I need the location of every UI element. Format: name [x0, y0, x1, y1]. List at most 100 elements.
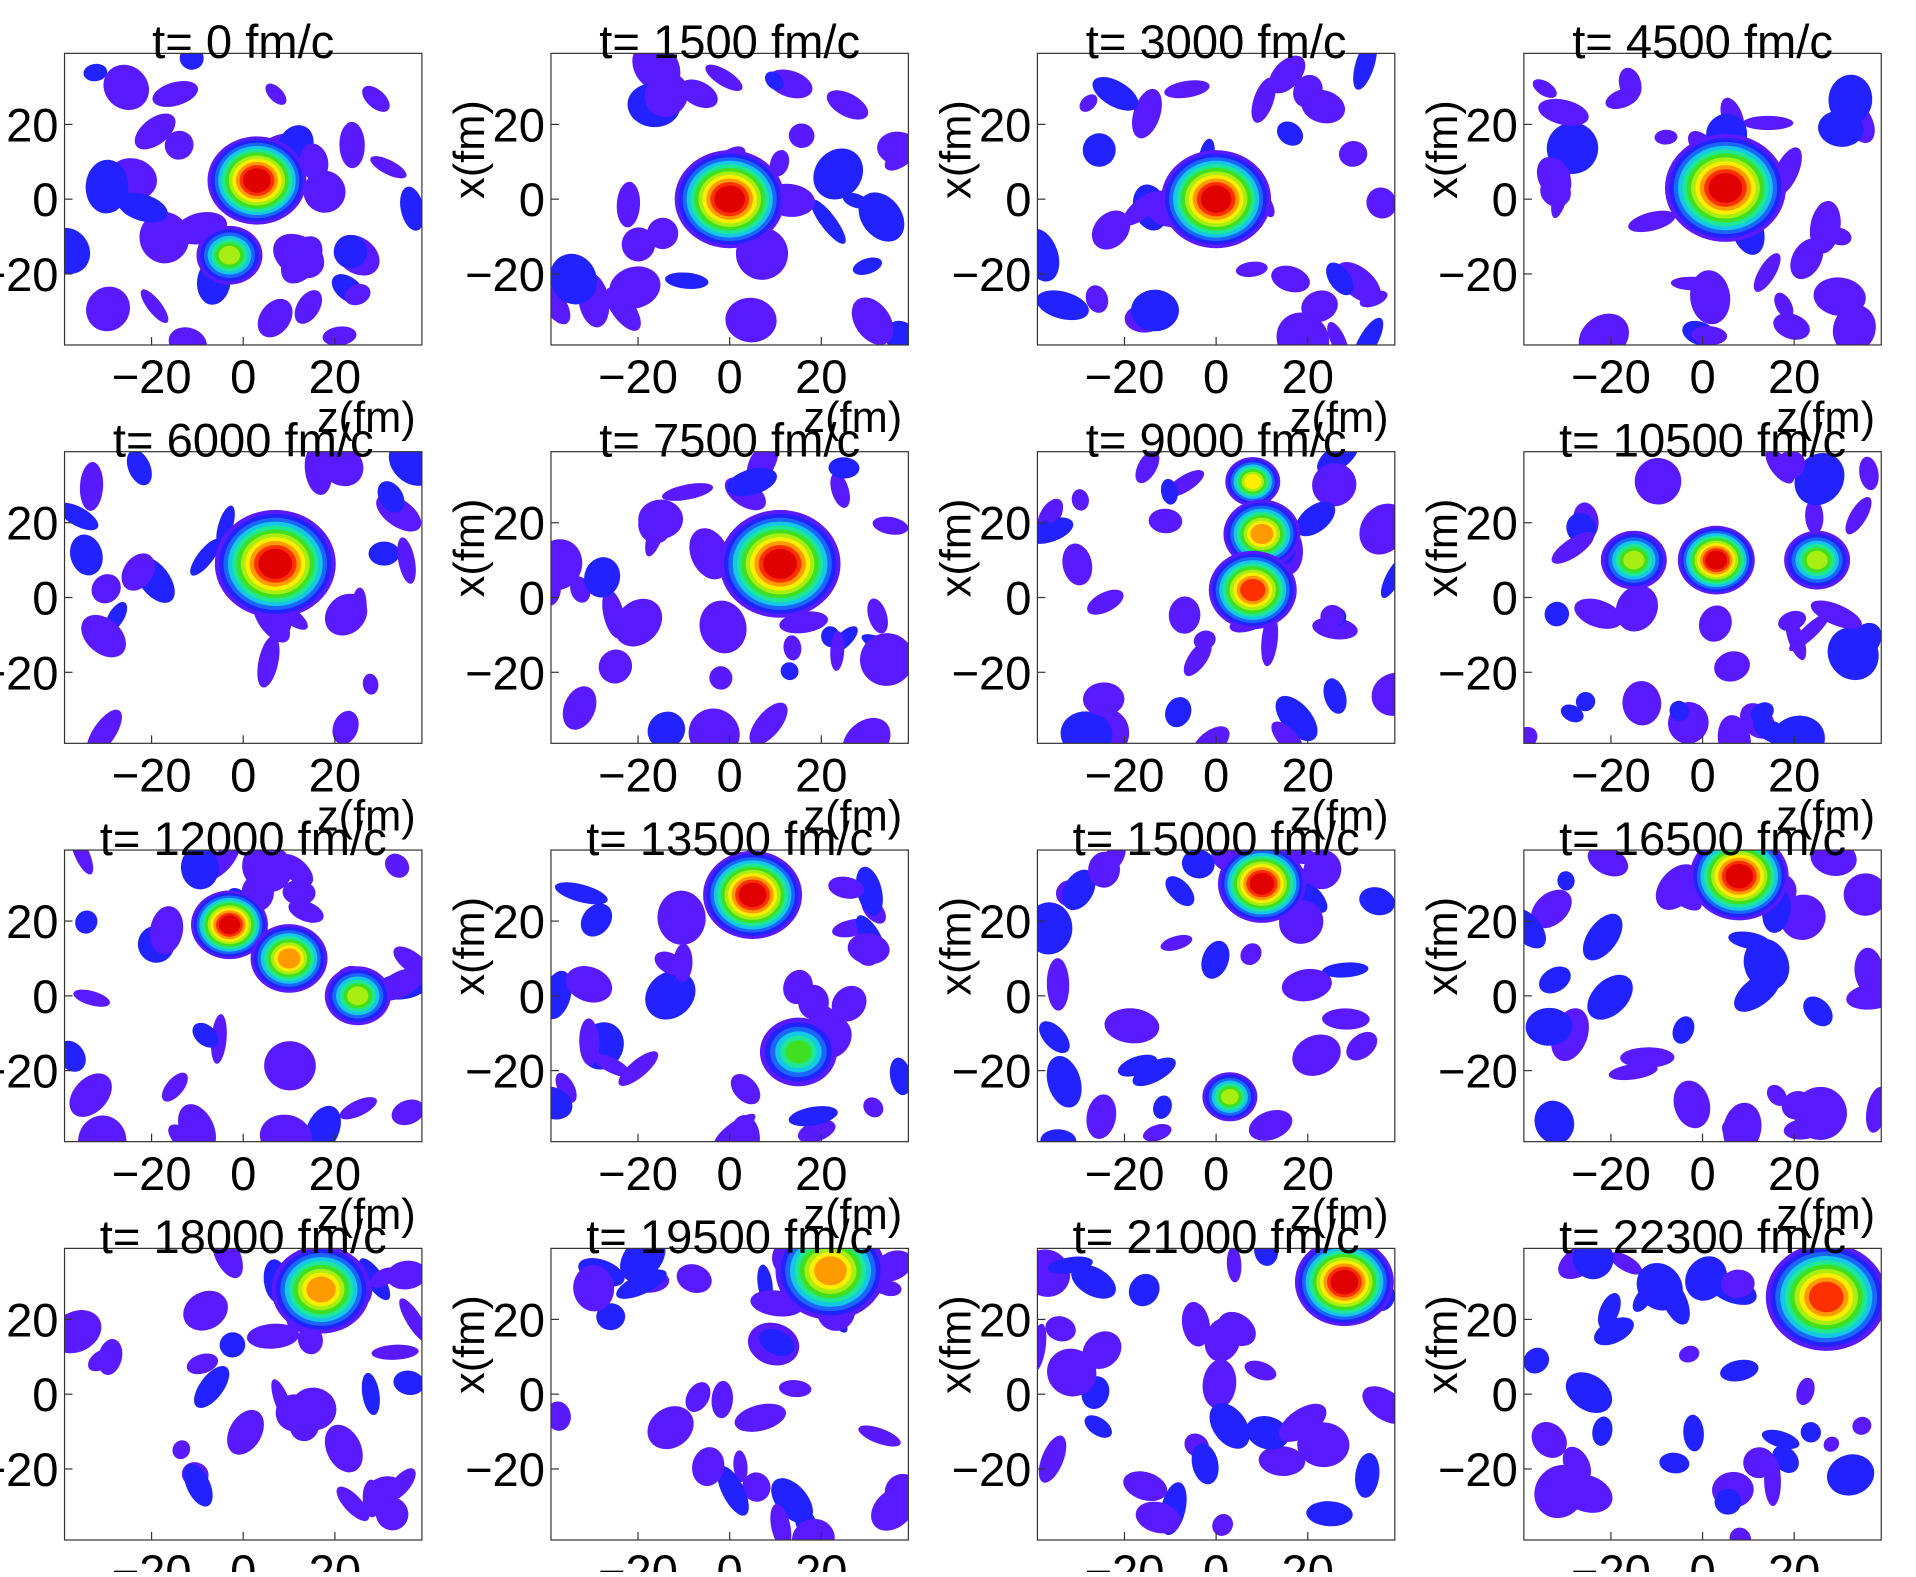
background-contour: [550, 1401, 571, 1431]
background-contour: [1165, 697, 1192, 728]
contour-level-6: [1221, 1088, 1239, 1105]
background-contour: [1551, 531, 1595, 564]
background-contour: [1082, 682, 1125, 717]
contour-area: [550, 1248, 909, 1540]
x-tick-label: 0: [717, 748, 743, 801]
background-contour: [265, 83, 287, 105]
background-contour: [1766, 1084, 1787, 1106]
panel-title: t= 19500 fm/c: [586, 1210, 873, 1263]
background-contour: [1380, 557, 1395, 598]
background-contour: [647, 1406, 694, 1450]
background-contour: [64, 1310, 102, 1354]
x-axis-label: z(fm): [317, 1191, 416, 1239]
contour-area: [550, 850, 909, 1142]
background-contour: [573, 1265, 615, 1312]
background-contour: [1355, 1452, 1380, 1498]
background-contour: [1728, 931, 1771, 950]
background-contour: [391, 1099, 422, 1126]
y-tick-label: −20: [951, 646, 1031, 699]
y-axis-label: x(fm): [1419, 499, 1467, 598]
background-contour: [1248, 1109, 1293, 1141]
background-contour: [290, 1387, 337, 1431]
background-contour: [1672, 1016, 1695, 1044]
y-tick-label: 20: [979, 497, 1031, 550]
y-tick-label: 20: [493, 497, 545, 550]
background-contour: [1538, 966, 1571, 994]
background-contour: [1218, 1311, 1256, 1347]
y-tick-label: 0: [32, 173, 58, 226]
background-contour: [1714, 1488, 1742, 1515]
x-axis-label: z(fm): [1776, 1191, 1875, 1239]
background-contour: [1764, 1455, 1781, 1506]
hotspot-1: [271, 1248, 371, 1334]
background-contour: [730, 1073, 761, 1105]
background-contour: [1191, 1443, 1219, 1485]
background-contour: [1729, 1527, 1752, 1540]
background-contour: [705, 64, 743, 92]
x-tick-label: 0: [1203, 1545, 1229, 1572]
background-contour: [304, 451, 333, 495]
contour-level-10: [738, 882, 767, 908]
x-axis-label: z(fm): [1290, 1191, 1389, 1239]
background-contour: [765, 71, 784, 91]
background-contour: [867, 598, 888, 634]
background-contour: [1823, 1436, 1840, 1452]
background-contour: [1135, 451, 1160, 484]
background-contour: [679, 79, 718, 109]
background-contour: [344, 283, 371, 306]
background-contour: [134, 113, 176, 150]
x-axis-label: z(fm): [1776, 394, 1875, 442]
contour-area: [1037, 53, 1395, 345]
background-contour: [1165, 876, 1195, 907]
background-contour: [657, 890, 706, 945]
hotspot-3: [1208, 550, 1297, 630]
background-contour: [1722, 1120, 1761, 1142]
background-contour: [1534, 1100, 1575, 1142]
background-contour: [399, 1298, 422, 1343]
background-contour: [322, 326, 357, 345]
background-contour: [1734, 971, 1781, 1012]
background-contour: [852, 257, 883, 275]
background-contour: [580, 903, 613, 937]
background-contour: [339, 121, 365, 169]
background-contour: [579, 1018, 600, 1066]
background-contour: [1037, 290, 1089, 321]
y-tick-label: 20: [979, 895, 1031, 948]
y-tick-label: 20: [1465, 98, 1517, 151]
background-contour: [386, 1260, 422, 1290]
background-contour: [211, 1248, 243, 1279]
y-axis-label: x(fm): [446, 100, 494, 199]
x-tick-label: −20: [112, 350, 192, 403]
y-tick-label: 0: [1492, 173, 1518, 226]
background-contour: [1359, 290, 1388, 308]
background-contour: [69, 534, 103, 576]
hotspot-1: [214, 509, 336, 618]
y-tick-label: 0: [1492, 571, 1518, 624]
background-contour: [562, 686, 597, 730]
x-tick-label: 20: [1282, 350, 1334, 403]
background-contour: [91, 574, 121, 604]
x-tick-label: −20: [1571, 350, 1651, 403]
background-contour: [294, 290, 323, 324]
background-contour: [139, 211, 190, 264]
y-tick-label: 20: [979, 1293, 1031, 1346]
panel-title: t= 7500 fm/c: [599, 413, 860, 466]
hotspot-1: [1664, 134, 1786, 242]
background-contour: [725, 297, 777, 343]
background-contour: [550, 1086, 573, 1120]
background-contour: [550, 970, 572, 1020]
background-contour: [299, 143, 329, 181]
contour-area: [64, 850, 422, 1142]
background-contour: [1582, 913, 1623, 961]
background-contour: [616, 1269, 667, 1299]
background-contour: [1750, 702, 1774, 723]
background-contour: [1202, 1359, 1237, 1409]
hotspot-1: [1689, 850, 1789, 921]
x-tick-label: 0: [230, 350, 256, 403]
background-contour: [1148, 508, 1183, 534]
background-contour: [400, 186, 422, 231]
background-contour: [370, 156, 407, 179]
background-contour: [393, 946, 422, 978]
background-contour: [1714, 651, 1750, 682]
